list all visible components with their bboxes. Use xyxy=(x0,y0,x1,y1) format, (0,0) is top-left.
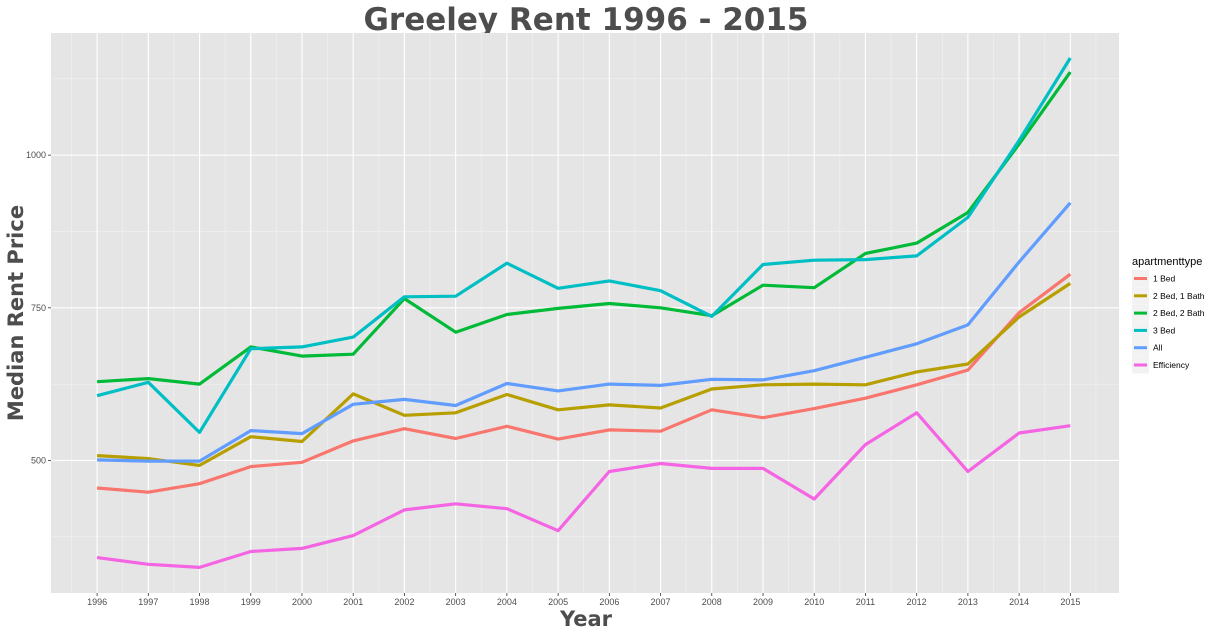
x-tick-label: 2004 xyxy=(497,597,517,607)
x-tick-label: 2009 xyxy=(753,597,773,607)
series-line-efficiency xyxy=(96,411,1071,570)
x-tick-label: 2005 xyxy=(548,597,568,607)
x-axis-ticks: 1996 1997 1998 1999 2000 2001 2002 2003 2004 2005… xyxy=(87,593,1080,607)
x-tick-label: 2001 xyxy=(343,597,363,607)
x-tick-label: 2007 xyxy=(651,597,671,607)
x-tick-label: 2011 xyxy=(856,597,875,607)
grid-major-lines xyxy=(51,33,1119,593)
y-tick-label: 500 xyxy=(31,455,46,465)
legend-label-2-bed-2-bath: 2 Bed, 2 Bath xyxy=(1153,308,1205,318)
chart-title: Greeley Rent 1996 - 2015 xyxy=(363,2,808,38)
series-line-1-bed xyxy=(96,272,1072,494)
series-line-2-bed-1-bath xyxy=(97,282,1072,467)
x-tick-label: 2013 xyxy=(958,597,978,607)
legend-title: apartmenttype xyxy=(1132,256,1202,268)
y-tick-label: 1000 xyxy=(26,150,46,160)
legend-items: 1 Bed 2 Bed, 1 Bath 2 Bed, 2 Bath 3 Bed All E… xyxy=(1132,270,1205,374)
x-axis-title: Year xyxy=(559,607,613,631)
x-tick-label: 1999 xyxy=(241,597,261,607)
legend: apartmenttype 1 Bed 2 Bed, 1 Bath 2 Bed, 2… xyxy=(1132,256,1205,374)
legend-label-1-bed: 1 Bed xyxy=(1153,274,1175,284)
legend-label-2-bed-1-bath: 2 Bed, 1 Bath xyxy=(1153,291,1205,301)
x-tick-label: 2008 xyxy=(702,597,722,607)
grid-minor-lines xyxy=(51,33,1119,593)
legend-label-3-bed: 3 Bed xyxy=(1153,325,1175,335)
legend-label-all: All xyxy=(1153,343,1163,353)
series-line-all xyxy=(97,201,1072,463)
x-tick-label: 2006 xyxy=(599,597,619,607)
x-tick-label: 2012 xyxy=(907,597,927,607)
y-axis-title: Median Rent Price xyxy=(4,205,28,421)
x-tick-label: 2010 xyxy=(804,597,824,607)
legend-label-efficiency: Efficiency xyxy=(1153,360,1190,370)
plot-panel xyxy=(51,33,1119,593)
x-tick-label: 1997 xyxy=(138,597,158,607)
x-tick-label: 1998 xyxy=(190,597,210,607)
y-tick-label: 750 xyxy=(31,303,46,313)
series-line-3-bed xyxy=(96,57,1072,434)
x-tick-label: 2002 xyxy=(394,597,414,607)
y-axis-ticks: 500 750 1000 xyxy=(26,150,51,465)
x-tick-label: 2014 xyxy=(1009,597,1029,607)
x-tick-label: 2000 xyxy=(292,597,312,607)
x-tick-label: 1996 xyxy=(87,597,107,607)
x-tick-label: 2003 xyxy=(446,597,466,607)
x-tick-label: 2015 xyxy=(1060,597,1080,607)
series-lines xyxy=(96,57,1072,570)
